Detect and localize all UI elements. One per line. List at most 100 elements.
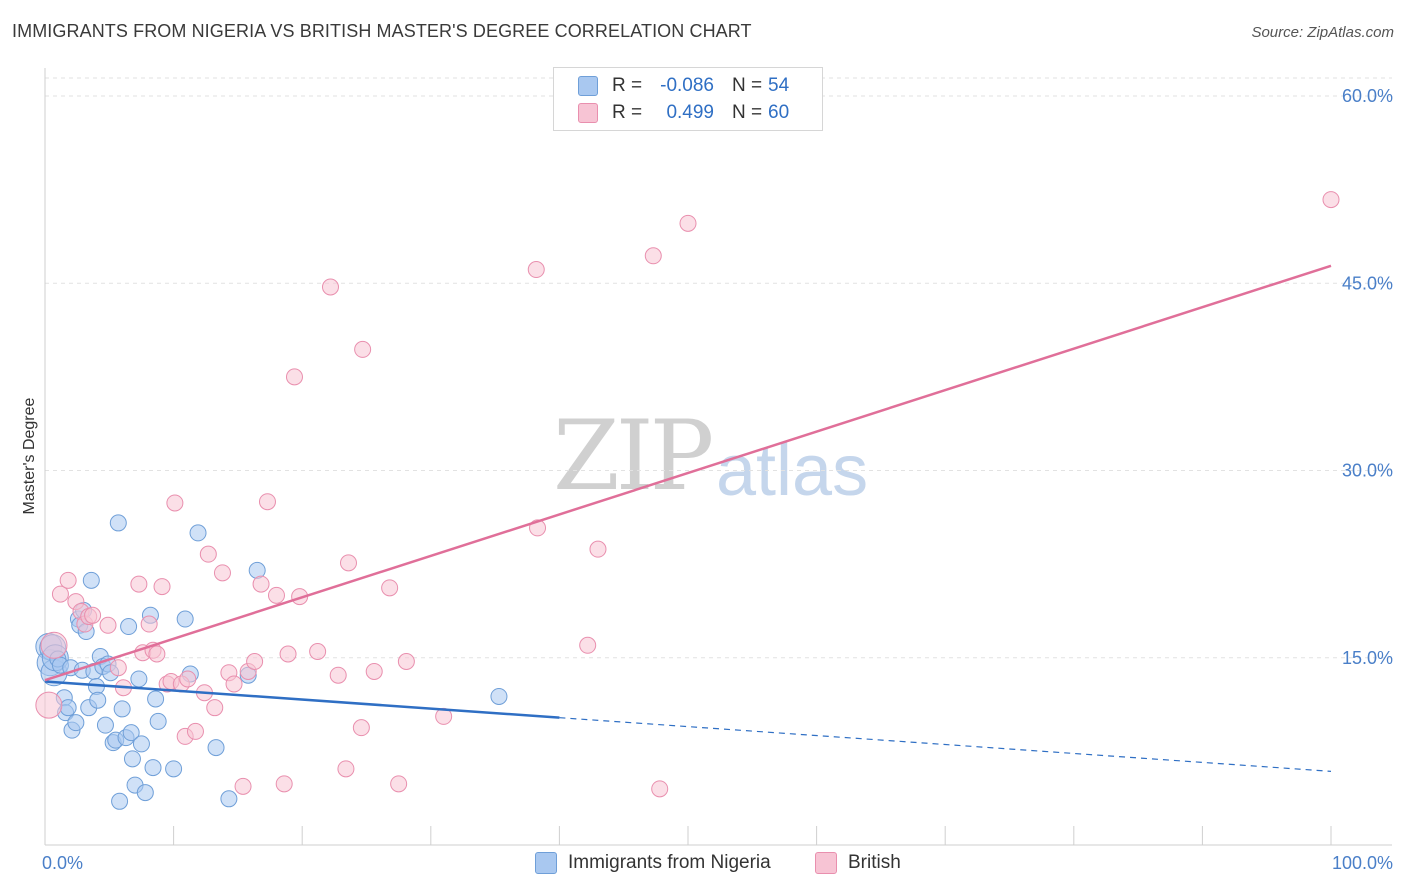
point-british <box>99 616 117 634</box>
bottom-legend-swatch-british <box>815 852 837 874</box>
point-british <box>309 643 327 661</box>
point-british <box>337 760 355 778</box>
point-british <box>179 670 197 688</box>
point-british <box>651 780 669 798</box>
point-nigeria <box>490 687 508 705</box>
legend-r-label: R = <box>612 102 643 123</box>
point-british <box>267 586 285 604</box>
x-tick-label: 100.0% <box>1332 853 1393 873</box>
point-british <box>51 585 69 603</box>
point-british <box>130 575 148 593</box>
point-british <box>275 775 293 793</box>
point-british <box>1322 191 1340 209</box>
legend-n-label: N = <box>732 102 763 123</box>
point-nigeria <box>96 716 114 734</box>
point-british <box>579 636 597 654</box>
point-british <box>354 340 372 358</box>
point-nigeria <box>220 790 238 808</box>
legend-swatch-nigeria <box>578 76 598 96</box>
point-british <box>186 722 204 740</box>
point-nigeria <box>122 724 140 742</box>
point-nigeria <box>120 618 138 636</box>
point-nigeria <box>109 514 127 532</box>
trendline-british <box>44 264 1332 682</box>
legend-n-label: N = <box>732 75 763 96</box>
point-british <box>246 652 264 670</box>
points <box>35 191 1340 810</box>
chart-source: Source: ZipAtlas.com <box>1251 24 1394 41</box>
point-british <box>153 578 171 596</box>
bottom-legend-nigeria: Immigrants from Nigeria <box>535 852 771 874</box>
point-british <box>166 494 184 512</box>
point-nigeria <box>113 700 131 718</box>
point-british <box>381 579 399 597</box>
legend-row-nigeria: R = -0.086 N = 54 <box>578 74 789 98</box>
y-tick-label: 45.0% <box>1342 273 1393 293</box>
gridlines <box>45 77 1392 659</box>
point-nigeria <box>165 760 183 778</box>
point-british <box>321 278 339 296</box>
point-nigeria <box>132 735 150 753</box>
legend-r-value: -0.086 <box>660 75 714 96</box>
bottom-legend-british: British <box>815 852 901 874</box>
point-british <box>365 662 383 680</box>
point-british <box>35 691 63 719</box>
point-nigeria <box>136 784 154 802</box>
watermark-zip: ZIP <box>553 400 714 512</box>
chart-title: IMMIGRANTS FROM NIGERIA VS BRITISH MASTE… <box>12 21 752 41</box>
bottom-legend-swatch-nigeria <box>535 852 557 874</box>
point-nigeria <box>111 792 129 810</box>
legend-swatch-british <box>578 103 598 123</box>
y-tick-label: 30.0% <box>1342 461 1393 481</box>
point-british <box>644 247 662 265</box>
point-british <box>285 368 303 386</box>
point-british <box>589 540 607 558</box>
axis-labels: 15.0% 30.0% 45.0% 60.0% 0.0% 100.0% Master's D… <box>21 86 1393 873</box>
trendline-nigeria-extrapolated <box>559 717 1332 772</box>
point-nigeria <box>176 610 194 628</box>
point-british <box>329 666 347 684</box>
point-british <box>109 659 127 677</box>
point-british <box>199 545 217 563</box>
correlation-legend: R = -0.086 N = 54 R = 0.499 N = 60 <box>553 67 823 131</box>
y-tick-label: 60.0% <box>1342 86 1393 106</box>
point-nigeria <box>59 699 77 717</box>
point-british <box>148 645 166 663</box>
point-british <box>679 214 697 232</box>
legend-n-value: 54 <box>768 75 790 96</box>
point-british <box>352 719 370 737</box>
point-nigeria <box>130 670 148 688</box>
point-nigeria <box>82 571 100 589</box>
point-british <box>213 564 231 582</box>
point-british <box>206 699 224 717</box>
point-british <box>59 571 77 589</box>
point-british <box>527 261 545 279</box>
legend-r-label: R = <box>612 75 643 96</box>
point-british <box>397 652 415 670</box>
y-tick-label: 15.0% <box>1342 648 1393 668</box>
point-british <box>279 645 297 663</box>
point-british <box>140 615 158 633</box>
point-nigeria <box>67 714 85 732</box>
trendline-nigeria <box>44 680 560 719</box>
point-nigeria <box>123 750 141 768</box>
y-axis-label: Master's Degree <box>21 397 38 514</box>
x-tick-label: 0.0% <box>42 853 83 873</box>
point-british <box>339 554 357 572</box>
bottom-legend-label-british: British <box>848 852 901 873</box>
point-nigeria <box>207 739 225 757</box>
point-nigeria <box>89 691 107 709</box>
point-nigeria <box>144 759 162 777</box>
point-british <box>258 493 276 511</box>
point-british <box>390 775 408 793</box>
legend-row-british: R = 0.499 N = 60 <box>578 101 789 125</box>
point-british <box>234 777 252 795</box>
trendlines <box>44 264 1332 772</box>
point-british <box>252 575 270 593</box>
point-nigeria <box>149 712 167 730</box>
point-british <box>40 631 68 659</box>
point-nigeria <box>189 524 207 542</box>
point-nigeria <box>147 690 165 708</box>
bottom-legend-label-nigeria: Immigrants from Nigeria <box>568 852 771 873</box>
